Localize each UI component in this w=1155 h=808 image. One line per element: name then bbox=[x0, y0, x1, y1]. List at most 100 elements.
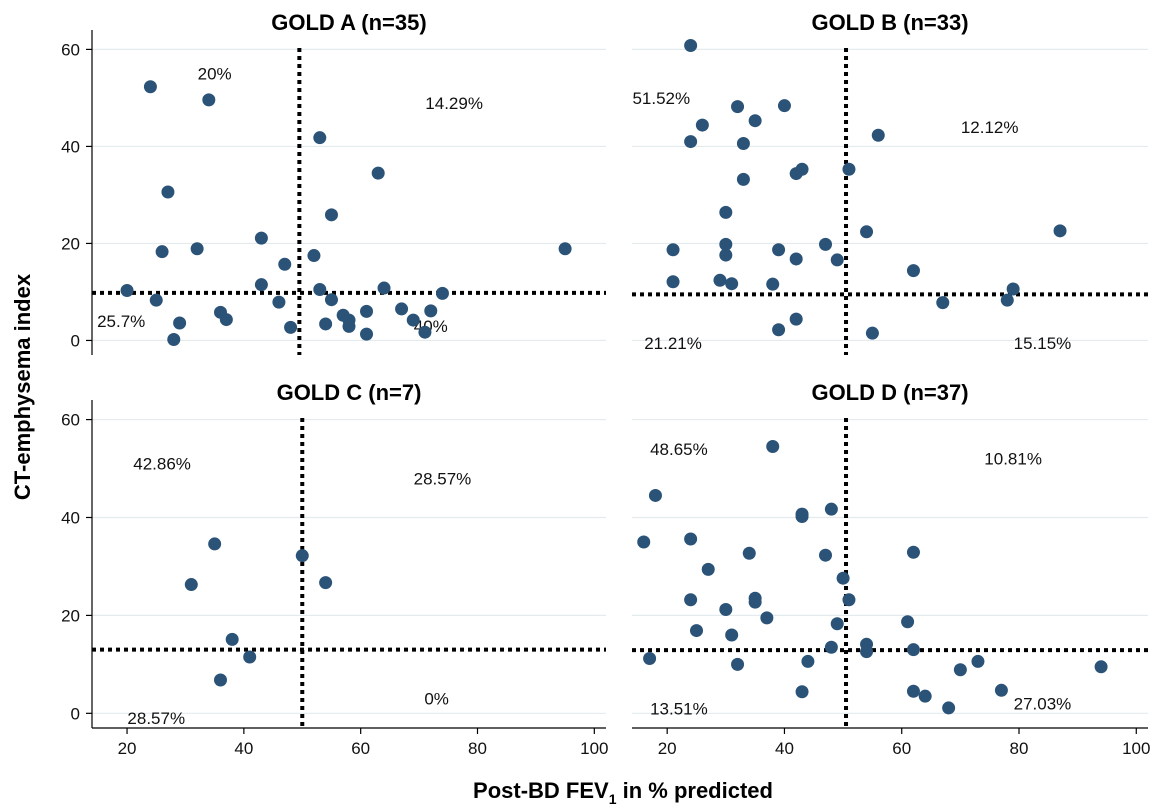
data-point bbox=[395, 302, 409, 316]
quadrant-percentage-label: 10.81% bbox=[984, 450, 1042, 469]
x-axis-label-main: Post-BD FEV bbox=[473, 778, 609, 803]
y-tick-label: 20 bbox=[61, 234, 80, 253]
data-point bbox=[731, 657, 745, 671]
panel-3: 0 20 40 60 20 40 60 80 100 GOLD C (n=7) 42.86% 28.5… bbox=[61, 380, 608, 758]
quadrant-percentage-label: 48.65% bbox=[650, 440, 708, 459]
data-point bbox=[942, 701, 956, 715]
data-point bbox=[830, 617, 844, 631]
data-point bbox=[424, 304, 438, 318]
y-tick-label: 40 bbox=[61, 508, 80, 527]
panel-title: GOLD B (n=33) bbox=[811, 10, 968, 35]
data-point bbox=[842, 593, 856, 607]
data-point bbox=[725, 628, 739, 642]
data-point bbox=[830, 253, 844, 267]
x-tick-label: 80 bbox=[1010, 739, 1029, 758]
data-point bbox=[801, 654, 815, 668]
data-point bbox=[906, 643, 920, 657]
data-point bbox=[819, 237, 832, 251]
quadrant-percentage-label: 28.57% bbox=[414, 469, 472, 488]
data-point bbox=[777, 99, 791, 113]
quadrant-percentage-label: 21.21% bbox=[644, 334, 702, 353]
data-point bbox=[371, 166, 385, 180]
data-point bbox=[284, 320, 298, 334]
data-point bbox=[748, 595, 762, 609]
data-point bbox=[1006, 282, 1020, 296]
x-axis-label-subscript: 1 bbox=[609, 791, 617, 807]
data-point bbox=[865, 326, 879, 340]
data-point bbox=[637, 535, 651, 549]
data-point bbox=[684, 135, 698, 149]
data-point bbox=[319, 317, 333, 331]
data-point bbox=[871, 128, 885, 142]
quadrant-percentage-label: 42.86% bbox=[133, 455, 191, 474]
data-point bbox=[161, 185, 175, 199]
data-point bbox=[225, 632, 239, 646]
data-point bbox=[742, 546, 756, 560]
data-point bbox=[272, 295, 286, 309]
data-point bbox=[319, 576, 333, 590]
data-point bbox=[860, 645, 874, 659]
data-point bbox=[313, 131, 327, 145]
quadrant-percentage-label: 15.15% bbox=[1014, 334, 1072, 353]
panel-title: GOLD A (n=35) bbox=[271, 10, 426, 35]
data-point bbox=[360, 327, 374, 341]
data-point bbox=[143, 80, 157, 94]
data-point bbox=[824, 502, 838, 516]
data-point bbox=[789, 252, 803, 266]
data-point bbox=[167, 332, 181, 346]
quadrant-percentage-label: 51.52% bbox=[632, 89, 690, 108]
panel-title: GOLD C (n=7) bbox=[277, 380, 422, 405]
data-point bbox=[731, 100, 745, 114]
quadrant-percentage-label: 0% bbox=[424, 690, 449, 709]
data-point bbox=[836, 571, 850, 585]
data-point bbox=[666, 275, 680, 289]
panel-title: GOLD D (n=37) bbox=[811, 380, 968, 405]
x-tick-label: 20 bbox=[658, 739, 677, 758]
data-point bbox=[184, 578, 198, 592]
x-axis-label: Post-BD FEV1 in % predicted bbox=[473, 778, 773, 807]
data-point bbox=[648, 488, 662, 502]
data-point bbox=[1094, 660, 1108, 674]
data-point bbox=[684, 593, 698, 607]
data-point bbox=[719, 603, 733, 617]
data-point bbox=[719, 205, 733, 219]
data-point bbox=[342, 313, 356, 327]
panel-2: GOLD B (n=33) 51.52% 12.12% 21.21% 15.15% bbox=[632, 10, 1148, 355]
data-point bbox=[713, 273, 727, 287]
data-point bbox=[719, 237, 733, 251]
data-point bbox=[824, 640, 838, 654]
data-point bbox=[208, 537, 222, 551]
data-point bbox=[173, 316, 187, 330]
data-point bbox=[377, 281, 391, 295]
data-point bbox=[324, 293, 338, 307]
y-tick-label: 0 bbox=[71, 704, 80, 723]
x-tick-label: 40 bbox=[234, 739, 253, 758]
data-point bbox=[760, 611, 774, 625]
data-point bbox=[254, 231, 268, 245]
y-tick-label: 20 bbox=[61, 606, 80, 625]
data-point bbox=[842, 162, 856, 176]
data-point bbox=[936, 296, 950, 310]
data-point bbox=[971, 654, 985, 668]
data-point bbox=[719, 248, 733, 262]
data-point bbox=[202, 93, 216, 107]
data-point bbox=[766, 440, 780, 454]
data-point bbox=[772, 323, 786, 337]
data-point bbox=[684, 39, 698, 53]
x-tick-label: 100 bbox=[1122, 739, 1150, 758]
data-point bbox=[736, 137, 750, 151]
data-point bbox=[994, 683, 1008, 697]
data-point bbox=[690, 624, 703, 638]
data-point bbox=[666, 243, 680, 257]
data-point bbox=[120, 283, 134, 297]
y-tick-label: 40 bbox=[61, 137, 80, 156]
data-point bbox=[953, 663, 967, 677]
quadrant-percentage-label: 20% bbox=[198, 65, 232, 84]
data-point bbox=[324, 208, 338, 222]
data-point bbox=[558, 242, 572, 256]
data-point bbox=[243, 650, 257, 664]
data-point bbox=[190, 242, 204, 256]
data-point bbox=[313, 283, 327, 297]
